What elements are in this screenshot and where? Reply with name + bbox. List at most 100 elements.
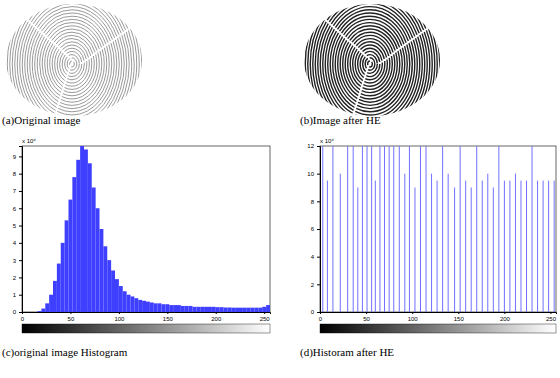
bar [212,307,216,312]
stem [389,146,390,312]
stem [554,181,555,312]
bar [123,291,127,312]
tick-mark [19,156,22,157]
bar [262,307,266,312]
bar [181,306,185,312]
tick-label: 200 [211,316,222,322]
stem [426,146,427,312]
stem [493,188,494,313]
tick: 50 [363,312,370,322]
tick-mark [317,201,320,202]
caption: (b)Image after HE [300,114,381,127]
bar [258,308,262,312]
ridge [355,45,385,83]
tick-label: 100 [408,316,419,322]
bar [84,149,88,312]
ridge [0,0,144,157]
caption: (d)Historam after HE [300,346,394,359]
ridge [335,19,405,108]
tick-label: 250 [260,316,271,322]
tick-label: 0 [319,316,323,322]
histogram-chart: 024681012050100150200250x 10⁴ [307,138,556,333]
ridge [45,29,100,99]
stem [431,174,432,312]
ridge [340,26,400,102]
plot-area [320,146,554,312]
tick-mark [19,312,22,313]
tick: 200 [500,312,511,322]
ridge [0,0,154,169]
tick-mark [317,257,320,258]
axis-line [321,313,557,315]
ridge [323,3,418,124]
stem [482,181,483,312]
tick: 250 [546,312,557,322]
bar [196,307,200,312]
ridge [60,48,85,80]
tick: 1 [13,292,22,298]
bar [266,305,270,312]
stem [399,146,400,312]
tick: 100 [114,312,125,322]
ridge [32,13,112,115]
tick-label: 150 [163,316,174,322]
ridge [0,0,147,160]
ridge [345,32,395,96]
annotation: x 10⁴ [320,138,334,144]
ridge [0,0,152,166]
tick-label: 50 [363,316,370,322]
tick: 2 [311,282,320,288]
tick: 5 [13,223,22,229]
tick: 10 [307,171,320,177]
tick: 50 [68,312,75,322]
ridge [338,23,403,106]
tick-label: 0 [311,309,315,315]
bar [38,311,42,312]
ridge [47,32,97,96]
ridge [293,0,447,163]
stem [520,181,521,312]
tick: 100 [408,312,419,322]
ridge [65,55,80,74]
tick-mark [19,191,22,192]
tick-mark [167,312,168,314]
bar [138,300,142,312]
bar [173,305,177,312]
tick-label: 250 [546,316,557,322]
tick: 9 [13,154,22,160]
tick: 150 [454,312,465,322]
tick-mark [19,243,22,244]
tick: 0 [13,309,22,315]
bar [72,177,76,312]
tick-mark [366,312,367,314]
tick-label: 4 [311,254,315,260]
tick-mark [19,260,22,261]
ridge [57,45,87,83]
plot-frame [320,146,556,312]
ridge [328,10,413,118]
bar [80,146,84,312]
stem [448,174,449,312]
ridge [300,0,439,153]
tick-mark [119,312,120,314]
stem [471,188,472,313]
tick: 0 [21,312,25,322]
x-axis: 0 50 100 150 200 250 [319,312,557,322]
y-axis: 0123456789 [13,147,23,316]
tick-mark [19,174,22,175]
bar [92,188,96,313]
bar [231,308,235,312]
ridge [40,23,105,106]
tick-label: 50 [68,316,75,322]
axis-line [317,147,321,313]
stem [487,174,488,312]
tick-mark [70,312,71,314]
bar [119,286,123,312]
tick-mark [19,277,22,278]
tick-mark [550,312,551,314]
tick-label: 8 [311,199,315,205]
tick-label: 9 [13,154,17,160]
stem [384,146,385,312]
stem [437,181,438,312]
bar [127,295,131,312]
